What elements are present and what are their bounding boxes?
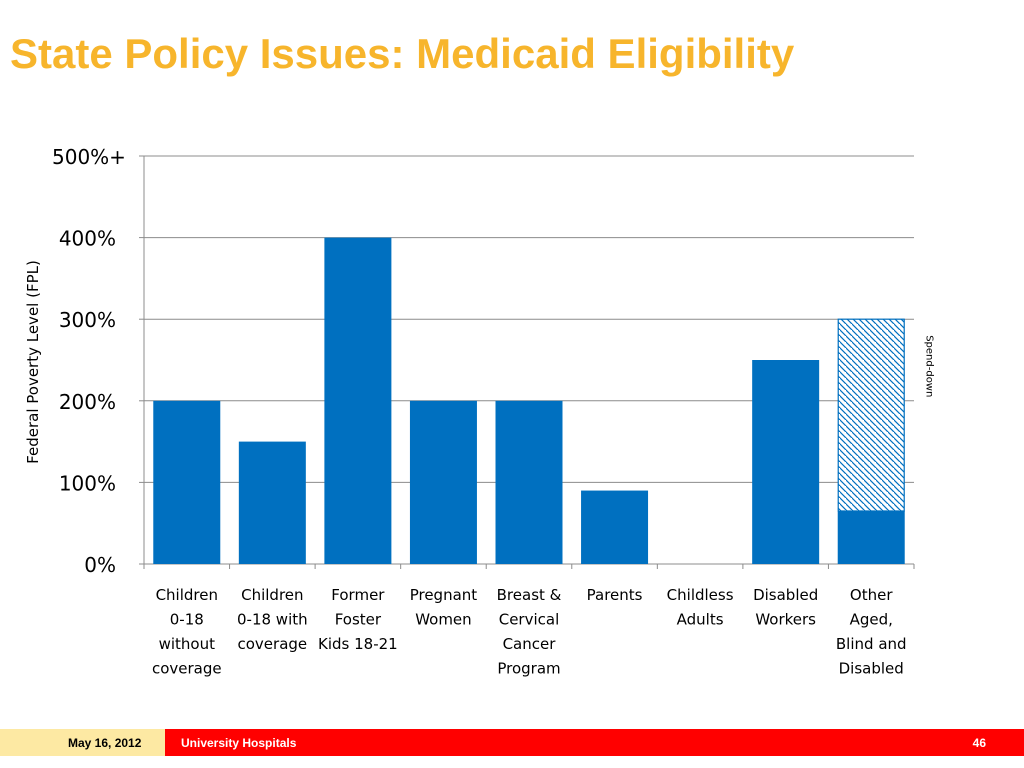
category-label-line: without: [159, 635, 216, 653]
bars: [153, 237, 905, 564]
footer-date: May 16, 2012: [0, 729, 165, 756]
footer-organization-bar: University Hospitals 46: [165, 729, 1024, 756]
footer: May 16, 2012 University Hospitals 46: [0, 729, 1024, 756]
bar-chart: 0% 100% 200% 300% 400% 500%+ Federal Poverty L…: [24, 145, 935, 678]
bar: [581, 490, 649, 564]
category-label-line: Disabled: [753, 586, 818, 604]
category-label-line: Breast &: [497, 586, 562, 604]
category-label: Pregnant Women: [410, 586, 478, 629]
category-label-line: coverage: [152, 660, 222, 678]
category-label-line: Workers: [755, 611, 816, 629]
bar: [495, 400, 563, 564]
y-tick-label: 300%: [59, 308, 116, 332]
category-label-line: Children: [156, 586, 218, 604]
y-tick-label: 400%: [59, 227, 116, 251]
category-label-line: Kids 18-21: [318, 635, 398, 653]
bar: [324, 237, 392, 564]
category-label-line: Cancer: [503, 635, 557, 653]
category-label: Children 0-18 with coverage: [237, 586, 308, 653]
bar: [238, 441, 306, 564]
category-label-line: Blind and: [836, 635, 907, 653]
category-label: Parents: [587, 586, 643, 604]
category-label-line: coverage: [238, 635, 308, 653]
category-label-line: Other: [850, 586, 893, 604]
category-label: Other Aged, Blind and Disabled: [836, 586, 907, 678]
category-label-line: Childless: [667, 586, 734, 604]
category-label-line: Adults: [677, 611, 724, 629]
category-label-line: Parents: [587, 586, 643, 604]
category-label-line: Pregnant: [410, 586, 478, 604]
footer-organization: University Hospitals: [181, 736, 297, 750]
category-label-line: 0-18 with: [237, 611, 308, 629]
category-label-line: 0-18: [170, 611, 204, 629]
category-label: Breast & Cervical Cancer Program: [497, 586, 562, 678]
spend-down-range: [837, 318, 905, 512]
slide-title: State Policy Issues: Medicaid Eligibilit…: [10, 30, 795, 77]
category-label: Former Foster Kids 18-21: [318, 586, 398, 653]
category-label: Disabled Workers: [753, 586, 818, 629]
y-tick-label: 500%+: [52, 145, 126, 169]
category-label: Children 0-18 without coverage: [152, 586, 222, 678]
category-label-line: Cervical: [499, 611, 560, 629]
bar: [837, 510, 905, 564]
category-label-line: Disabled: [839, 660, 904, 678]
page-number: 46: [972, 736, 986, 750]
labels: 0% 100% 200% 300% 400% 500%+ Federal Poverty L…: [24, 145, 935, 678]
spend-down-label: Spend-down: [924, 335, 935, 397]
y-axis-label: Federal Poverty Level (FPL): [24, 260, 42, 464]
category-label-line: Foster: [335, 611, 382, 629]
y-tick-label: 100%: [59, 471, 116, 495]
bar: [153, 400, 221, 564]
category-label-line: Former: [331, 586, 385, 604]
category-label-line: Women: [415, 611, 471, 629]
y-tick-label: 200%: [59, 390, 116, 414]
bar: [752, 360, 820, 564]
bar: [409, 400, 477, 564]
y-tick-label: 0%: [84, 553, 116, 577]
category-label: Childless Adults: [667, 586, 734, 629]
category-label-line: Children: [241, 586, 303, 604]
category-label-line: Program: [497, 660, 560, 678]
category-label-line: Aged,: [850, 611, 893, 629]
